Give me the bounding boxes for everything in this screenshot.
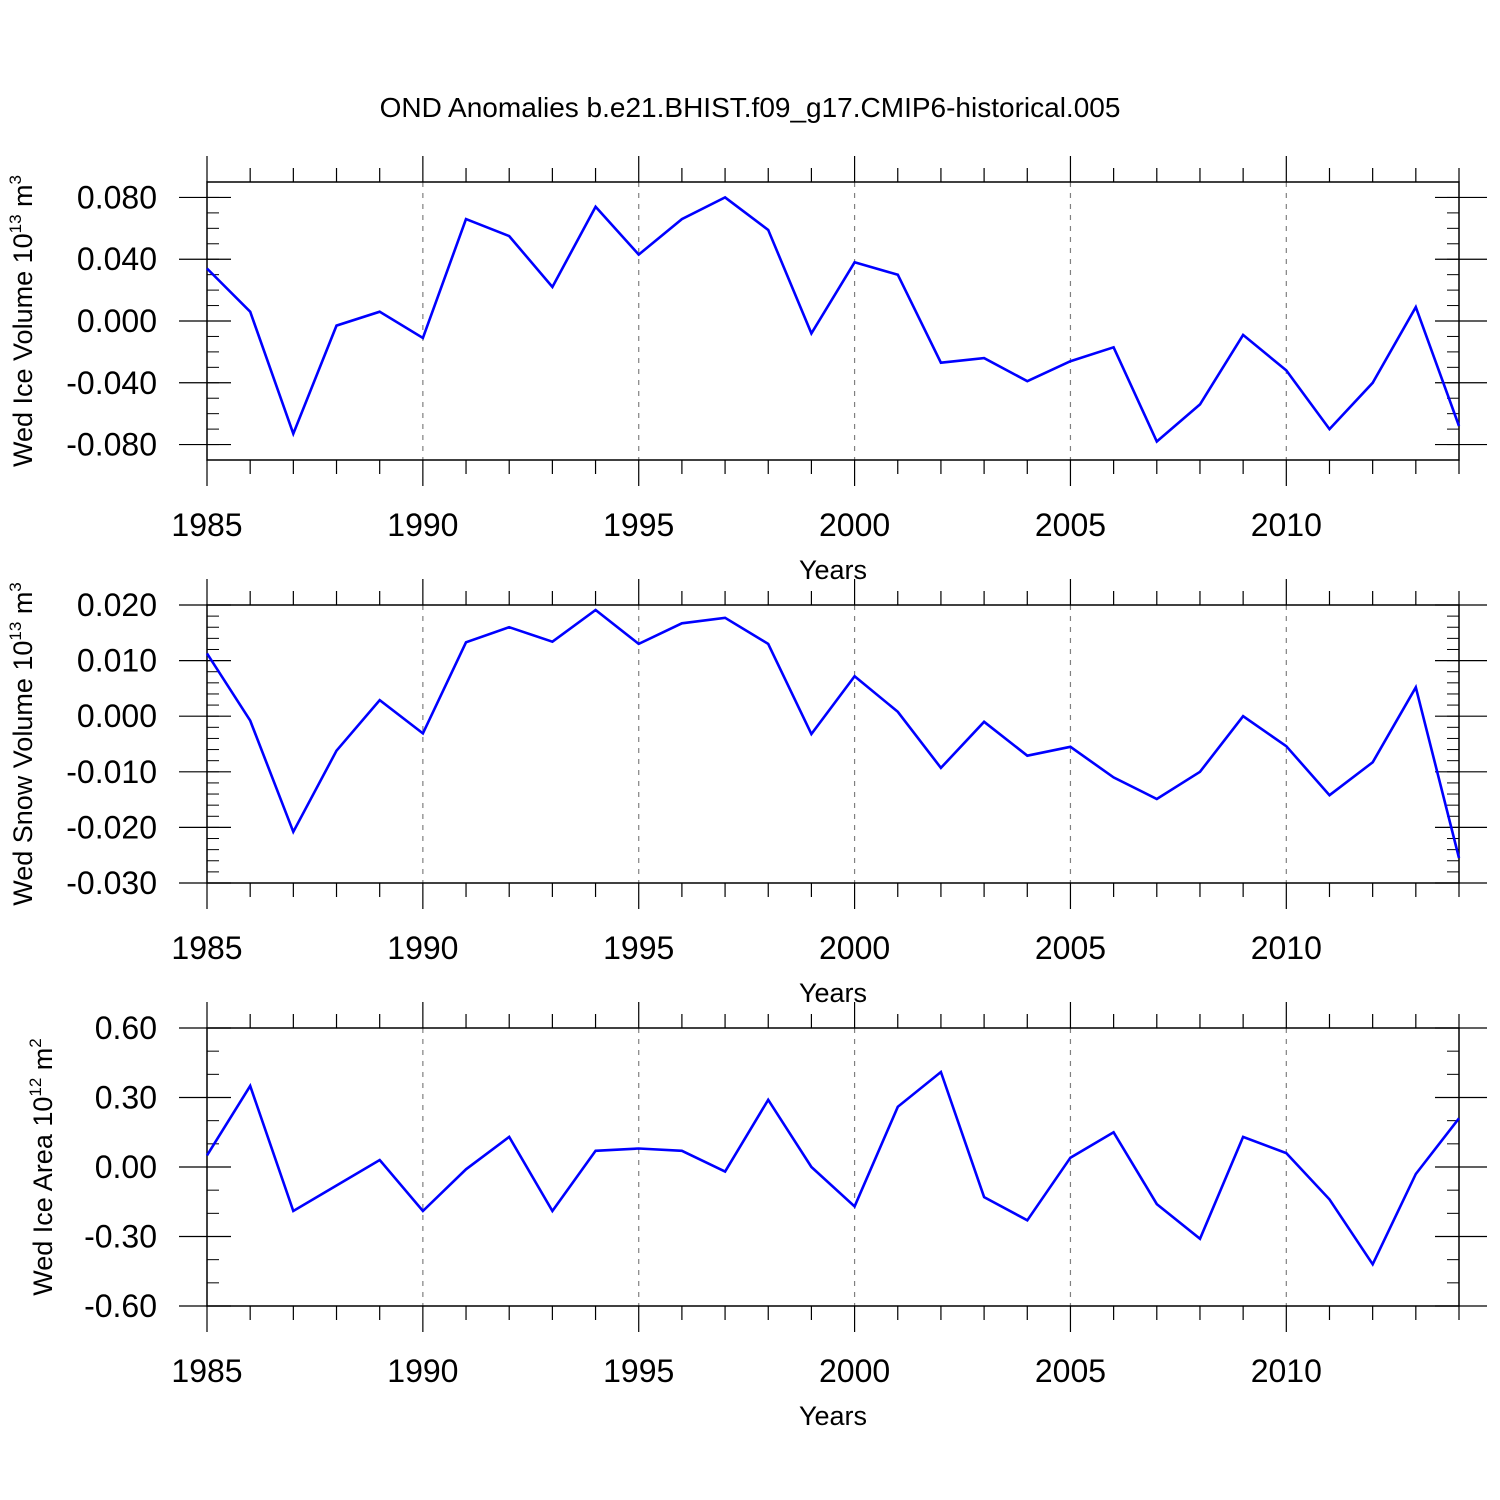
x-tick-label: 1995 (603, 1353, 674, 1389)
y-axis-label: Wed Snow Volume 1013 m3 (6, 582, 38, 906)
y-tick-label: -0.010 (66, 754, 157, 790)
y-tick-label: 0.00 (95, 1149, 157, 1185)
x-tick-label: 2000 (819, 507, 890, 543)
x-tick-label: 1985 (171, 507, 242, 543)
x-axis-label: Years (799, 555, 867, 585)
chart-panels: 1985 1990 1995 2000 2005 2010 Years -0.080 -0.04… (6, 156, 1487, 1431)
y-axis-label-part: Wed Snow Volume 10 (8, 641, 38, 906)
x-tick-label: 1995 (603, 507, 674, 543)
y-tick-label: 0.040 (77, 241, 157, 277)
y-tick-label: 0.080 (77, 179, 157, 215)
y-axis-label-superscript: 13 (6, 214, 25, 233)
y-tick-label: 0.60 (95, 1010, 157, 1046)
panel-2: 1985 1990 1995 2000 2005 2010 Years -0.030 -0.02… (6, 579, 1487, 1008)
y-axis-label-part: m (8, 184, 38, 214)
x-tick-label: 2000 (819, 930, 890, 966)
series-line (206, 195, 1461, 444)
y-axis-label-part: m (8, 592, 38, 622)
x-tick-label: 2005 (1035, 930, 1106, 966)
x-tick-label: 1985 (171, 930, 242, 966)
panel-1: 1985 1990 1995 2000 2005 2010 Years -0.080 -0.04… (6, 156, 1487, 585)
x-tick-label: 2005 (1035, 1353, 1106, 1389)
y-axis-label: Wed Ice Volume 1013 m3 (6, 175, 38, 467)
y-tick-label: -0.080 (66, 427, 157, 463)
x-tick-label: 1990 (387, 1353, 458, 1389)
y-tick-label: -0.020 (66, 809, 157, 845)
y-axis-label-superscript: 2 (26, 1038, 45, 1047)
x-tick-label: 2010 (1251, 1353, 1322, 1389)
y-tick-label: 0.000 (77, 698, 157, 734)
series-line (205, 1069, 1461, 1267)
y-tick-label: -0.030 (66, 865, 157, 901)
y-axis-label-part: m (28, 1048, 58, 1078)
x-tick-label: 1985 (171, 1353, 242, 1389)
y-axis-label-superscript: 12 (26, 1078, 45, 1097)
y-axis-label: Wed Ice Area 1012 m2 (26, 1038, 58, 1296)
plot-frame (206, 1027, 1460, 1307)
chart-title: OND Anomalies b.e21.BHIST.f09_g17.CMIP6-… (379, 92, 1121, 123)
y-axis-label-superscript: 3 (6, 582, 25, 591)
y-tick-label: -0.30 (84, 1219, 157, 1255)
series-line (205, 608, 1461, 859)
y-tick-label: -0.040 (66, 365, 157, 401)
y-axis-label-part: Wed Ice Volume 10 (8, 233, 38, 467)
y-tick-label: 0.020 (77, 587, 157, 623)
y-tick-label: 0.30 (95, 1080, 157, 1116)
x-tick-label: 2010 (1251, 930, 1322, 966)
x-tick-label: 1990 (387, 507, 458, 543)
x-tick-label: 2010 (1251, 507, 1322, 543)
y-axis-label-superscript: 13 (6, 622, 25, 641)
x-axis-label: Years (799, 1401, 867, 1431)
x-tick-label: 1995 (603, 930, 674, 966)
y-axis-label-superscript: 3 (6, 175, 25, 184)
panel-3: 1985 1990 1995 2000 2005 2010 Years -0.60 -0.30 0… (26, 1002, 1487, 1431)
x-axis-label: Years (799, 978, 867, 1008)
x-tick-label: 2000 (819, 1353, 890, 1389)
y-axis-label-part: Wed Ice Area 10 (28, 1097, 58, 1296)
x-tick-label: 1990 (387, 930, 458, 966)
y-tick-label: 0.000 (77, 303, 157, 339)
plot-frame (206, 604, 1460, 884)
y-tick-label: 0.010 (77, 643, 157, 679)
x-tick-label: 2005 (1035, 507, 1106, 543)
y-tick-label: -0.60 (84, 1288, 157, 1324)
